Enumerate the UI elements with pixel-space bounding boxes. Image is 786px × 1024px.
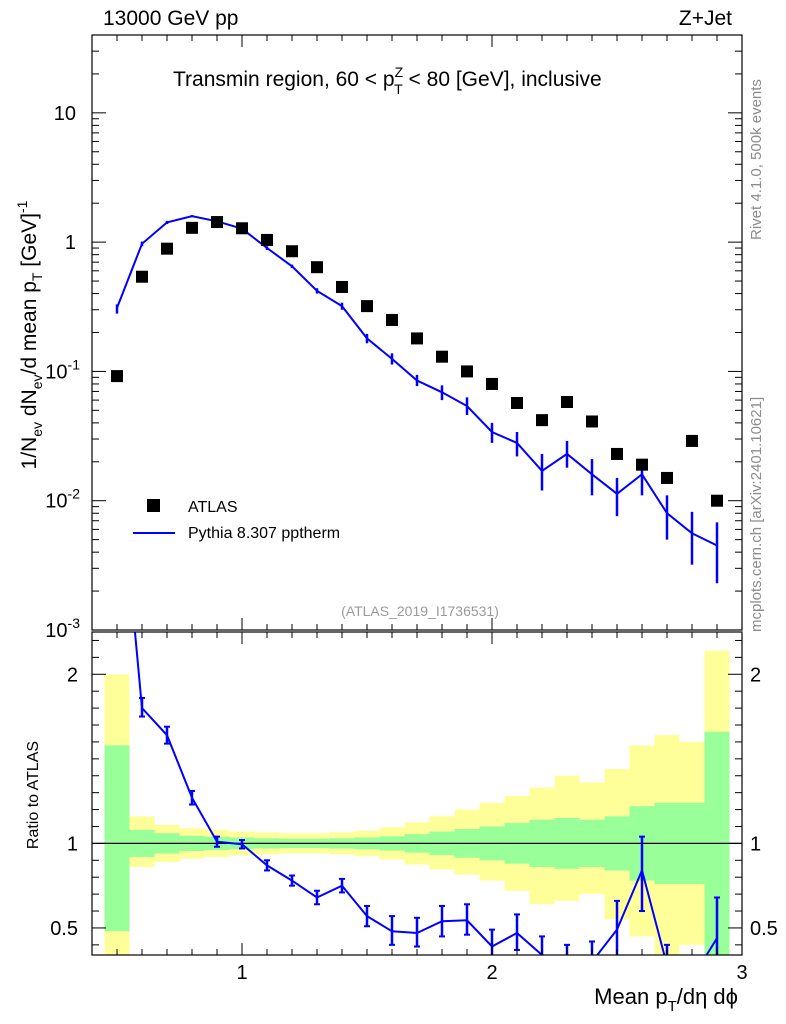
atlas-data-point — [111, 370, 123, 383]
main-y-tick-label: 10 — [54, 103, 76, 125]
atlas-data-point — [311, 261, 323, 274]
atlas-data-point — [436, 350, 448, 363]
atlas-data-point — [711, 494, 723, 507]
ratio-y-label: Ratio to ATLAS — [25, 741, 42, 849]
ratio-x-tick-label: 1 — [236, 962, 247, 984]
atlas-data-point — [261, 233, 273, 246]
atlas-data-point — [611, 447, 623, 460]
ratio-y-tick-label: 2 — [67, 664, 78, 686]
source-label: mcplots.cern.ch [arXiv:2401.10621] — [748, 397, 765, 632]
ratio-x-tick-label: 3 — [736, 962, 747, 984]
main-y-tick-label: 10-3 — [45, 615, 80, 642]
ratio-y-tick-label: 1 — [67, 833, 78, 855]
ratio-axis-ticks: 1 2 30.5 0.51 12 2 — [50, 632, 778, 984]
legend-atlas-label: ATLAS — [188, 499, 238, 516]
atlas-data-point — [661, 471, 673, 484]
main-y-label: 1/Nev dNev/d mean pT [GeV]-1 — [14, 200, 45, 469]
atlas-data-point — [461, 365, 473, 378]
atlas-data-point — [486, 377, 498, 390]
main-data-layer — [111, 215, 723, 584]
atlas-data-point — [536, 414, 548, 427]
atlas-data-point — [686, 434, 698, 447]
atlas-data-point — [586, 415, 598, 428]
atlas-data-point — [236, 222, 248, 235]
atlas-data-point — [211, 216, 223, 229]
rivet-version-label: Rivet 4.1.0, 500k events — [748, 79, 765, 240]
atlas-data-point — [386, 313, 398, 326]
panel-title: Transmin region, 60 < pZ T < 80 [GeV], in… — [173, 64, 602, 97]
main-y-tick-label: 10-2 — [45, 486, 80, 513]
title-sup: Z — [395, 64, 404, 80]
title-sub: T — [394, 81, 403, 97]
atlas-data-point — [186, 221, 198, 234]
title-post: < 80 [GeV], inclusive — [403, 68, 602, 91]
atlas-data-point — [411, 332, 423, 345]
atlas-data-point — [511, 396, 523, 409]
title-pre: Transmin region, 60 < p — [173, 68, 395, 91]
analysis-watermark: (ATLAS_2019_I1736531) — [341, 603, 499, 619]
ratio-frame — [91, 631, 743, 956]
ratio-y-tick-label-right: 2 — [750, 664, 761, 686]
ratio-y-tick-label-right: 0.5 — [750, 918, 778, 940]
ratio-data-layer — [92, 632, 742, 955]
ratio-y-tick-label-right: 1 — [750, 833, 761, 855]
atlas-data-point — [286, 245, 298, 258]
energy-label: 13000 GeV pp — [103, 7, 238, 30]
x-axis-label: Mean pT/dη dϕ — [594, 984, 738, 1015]
ratio-panel: 1 2 30.5 0.51 12 2 Ratio to ATLAS Mean pT/dη … — [25, 631, 778, 1015]
main-axis-ticks: 10-3 10-2 10-1 1 10 — [45, 34, 742, 642]
atlas-data-point — [361, 300, 373, 313]
main-panel: (ATLAS_2019_I1736531) Transmin region, 6… — [14, 34, 743, 642]
ratio-x-tick-label: 2 — [486, 962, 497, 984]
atlas-data-point — [161, 242, 173, 255]
main-y-tick-label: 10-1 — [45, 356, 80, 383]
ratio-inner-band — [104, 745, 130, 932]
main-y-tick-label: 1 — [65, 232, 76, 254]
legend-atlas-marker — [147, 499, 160, 512]
ratio-y-tick-label: 0.5 — [50, 918, 78, 940]
process-label: Z+Jet — [679, 7, 732, 30]
atlas-data-point — [336, 280, 348, 293]
atlas-data-point — [561, 396, 573, 409]
atlas-data-point — [136, 270, 148, 283]
legend: ATLAS Pythia 8.307 pptherm — [133, 499, 340, 542]
atlas-data-point — [636, 458, 648, 471]
legend-mc-label: Pythia 8.307 pptherm — [188, 525, 340, 542]
main-frame — [91, 34, 743, 631]
